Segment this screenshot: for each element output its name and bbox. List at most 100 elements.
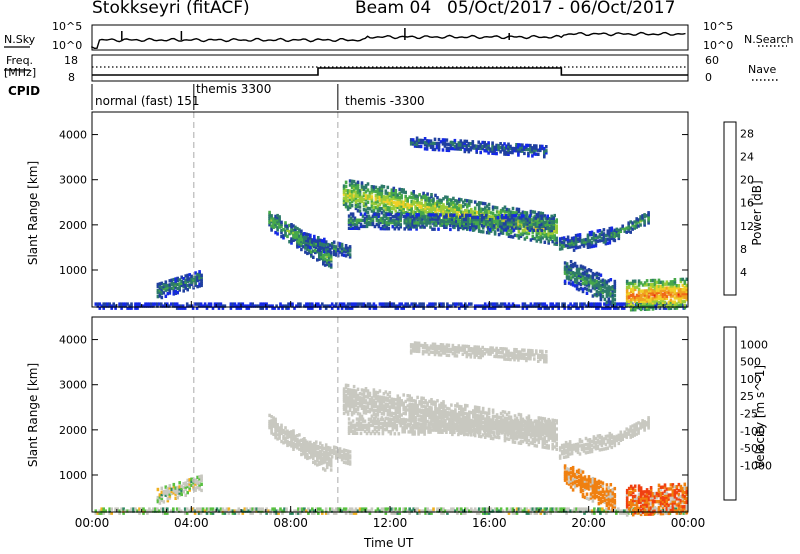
power-echo-cell (120, 302, 123, 306)
velocity-echo-cell (272, 420, 275, 424)
velocity-echo-cell (362, 509, 366, 513)
power-echo-cell (593, 278, 597, 283)
power-echo-cell (198, 278, 201, 282)
velocity-echo-cell (444, 509, 447, 513)
power-echo-cell (595, 285, 599, 290)
power-echo-cell (366, 206, 370, 211)
power-echo-cell (349, 224, 353, 228)
power-echo-cell (673, 286, 677, 290)
velocity-echo-cell (340, 453, 344, 458)
velocity-echo-cell (477, 507, 481, 511)
power-echo-cell (553, 238, 556, 242)
power-echo-cell (543, 304, 547, 308)
power-echo-cell (544, 220, 548, 224)
velocity-echo-cell (321, 448, 324, 452)
power-echo-cell (285, 306, 288, 310)
noise-panel-frame (91, 24, 689, 51)
power-echo-cell (463, 221, 466, 226)
power-echo-cell (479, 150, 482, 155)
power-echo-cell (493, 302, 497, 306)
velocity-echo-cell (479, 507, 483, 511)
power-echo-cell (458, 199, 461, 204)
power-echo-cell (611, 293, 615, 297)
power-echo-cell (617, 306, 620, 310)
power-echo-cell (446, 201, 449, 206)
power-echo-cell (659, 280, 663, 284)
power-echo-cell (352, 196, 356, 200)
velocity-echo-cell (199, 507, 203, 511)
power-echo-cell (396, 199, 400, 203)
power-echo-cell (298, 230, 301, 234)
power-echo-cell (483, 202, 487, 206)
velocity-echo-cell (278, 428, 281, 432)
velocity-echo-cell (142, 511, 145, 515)
power-echo-cell (175, 306, 179, 310)
velocity-echo-cell (368, 397, 372, 402)
power-echo-cell (423, 221, 426, 225)
power-echo-cell (382, 195, 386, 199)
power-echo-cell (627, 227, 630, 231)
power-echo-cell (506, 222, 510, 226)
power-echo-cell (457, 225, 460, 230)
nave-label: Nave (748, 63, 777, 76)
power-echo-cell (471, 140, 475, 144)
power-echo-cell (448, 304, 451, 308)
velocity-echo-cell (412, 407, 415, 411)
velocity-echo-cell (420, 410, 423, 414)
power-echo-cell (364, 186, 368, 190)
power-echo-cell (463, 149, 467, 154)
power-echo-cell (287, 306, 290, 310)
power-echo-cell (403, 219, 406, 223)
power-echo-cell (548, 228, 551, 233)
power-echo-cell (517, 151, 520, 155)
velocity-echo-cell (348, 404, 352, 408)
power-echo-cell (346, 306, 350, 310)
power-echo-cell (517, 149, 520, 153)
power-echo-cell (524, 220, 528, 224)
velocity-echo-cell (108, 509, 111, 513)
velocity-echo-cell (420, 509, 423, 513)
velocity-echo-cell (366, 509, 370, 513)
power-echo-cell (353, 216, 357, 220)
power-echo-cell (364, 210, 368, 214)
power-echo-cell (541, 211, 545, 216)
power-echo-cell (435, 213, 438, 217)
velocity-echo-cell (352, 389, 356, 393)
velocity-echo-cell (122, 507, 125, 511)
velocity-echo-cell (180, 492, 183, 497)
power-echo-cell (465, 225, 468, 230)
power-echo-cell (290, 225, 293, 229)
velocity-echo-cell (499, 507, 503, 511)
power-echo-cell (647, 287, 651, 291)
power-echo-cell (269, 304, 272, 308)
power-echo-cell (599, 304, 602, 308)
velocity-echo-cell (168, 494, 172, 498)
velocity-echo-cell (249, 507, 252, 511)
power-echo-cell (431, 147, 435, 152)
velocity-echo-cell (292, 447, 295, 451)
power-echo-cell (476, 221, 480, 226)
power-echo-cell (385, 222, 389, 227)
power-echo-cell (579, 278, 583, 283)
power-echo-cell (346, 199, 350, 203)
power-echo-cell (286, 228, 289, 232)
velocity-echo-cell (276, 423, 279, 427)
velocity-echo-cell (316, 455, 319, 459)
power-echo-cell (364, 190, 368, 194)
velocity-echo-cell (184, 487, 187, 491)
power-echo-cell (669, 286, 673, 290)
velocity-echo-cell (424, 409, 427, 413)
power-echo-cell (247, 304, 251, 308)
velocity-echo-cell (172, 491, 176, 495)
power-echo-cell (467, 215, 470, 220)
power-echo-cell (552, 218, 555, 222)
power-echo-cell (566, 239, 570, 243)
power-echo-cell (585, 279, 589, 283)
velocity-echo-cell (376, 509, 380, 513)
power-echo-cell (313, 238, 316, 243)
power-echo-cell (539, 146, 542, 150)
power-echo-cell (98, 302, 102, 306)
power-echo-cell (110, 306, 113, 310)
power-echo-cell (563, 261, 567, 265)
power-echo-cell (414, 206, 417, 210)
